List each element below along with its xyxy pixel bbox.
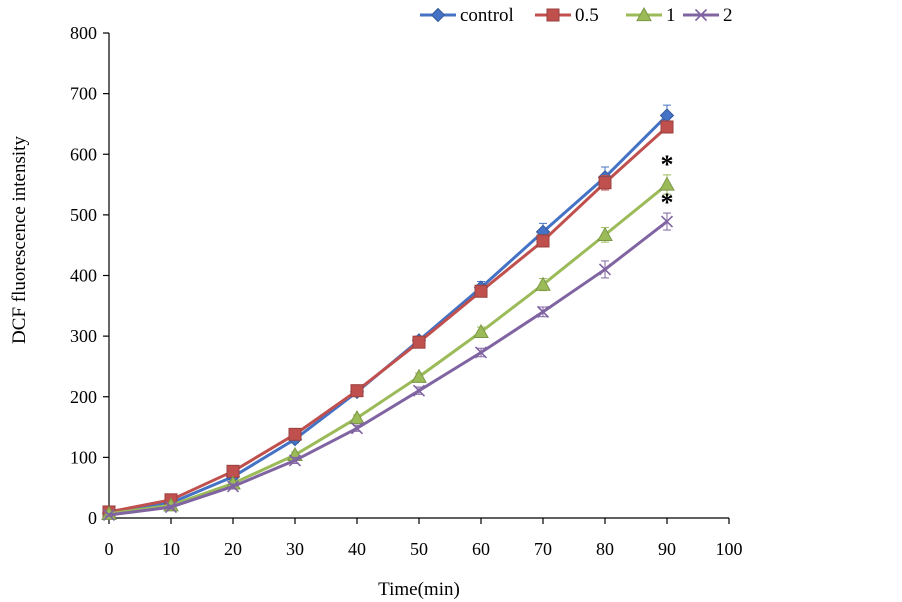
series-line [108, 220, 668, 517]
legend-label: 0.5 [575, 5, 599, 26]
data-point [411, 368, 427, 383]
legend-label: 1 [666, 5, 676, 26]
series-line [108, 125, 669, 514]
data-point [412, 384, 426, 397]
x-tick-label: 70 [534, 539, 552, 559]
x-tick-label: 60 [472, 539, 490, 559]
y-tick-label: 300 [70, 326, 97, 346]
x-tick-label: 10 [162, 539, 180, 559]
y-tick-label: 0 [88, 508, 97, 528]
y-axis-title: DCF fluorescence intensity [9, 136, 30, 344]
legend-item-2: 2 [683, 5, 733, 26]
data-point [288, 427, 302, 441]
data-point [535, 276, 551, 291]
series-line [108, 114, 669, 515]
series-layer [101, 104, 675, 522]
data-point [536, 305, 550, 318]
chart-axes [108, 33, 729, 519]
data-point [350, 422, 364, 435]
series-line [108, 183, 668, 516]
data-point [288, 454, 302, 467]
x-axis-title: Time(min) [378, 579, 460, 600]
y-tick-label: 700 [70, 84, 97, 104]
data-point [660, 215, 674, 228]
legend-marker [694, 8, 708, 22]
data-point [164, 501, 178, 514]
data-point [597, 226, 613, 241]
x-tick-label: 40 [348, 539, 366, 559]
x-tick-group: 0 10 20 30 40 50 60 70 80 90 100 [105, 518, 743, 559]
annotation-layer: ** [661, 150, 674, 217]
data-point [474, 284, 488, 298]
data-point [536, 234, 550, 248]
legend-item-0.5: 0.5 [535, 5, 599, 26]
y-tick-label: 500 [70, 205, 97, 225]
y-tick-label: 200 [70, 387, 97, 407]
legend-item-control: control [420, 5, 514, 26]
legend-marker [636, 6, 652, 22]
legend: control 0.5 1 2 [420, 5, 733, 26]
data-point [474, 346, 488, 359]
significance-marker: * [661, 150, 674, 179]
data-point [659, 176, 675, 191]
data-point [598, 176, 612, 190]
legend-label: control [460, 5, 514, 26]
significance-marker: * [661, 188, 674, 217]
legend-label: 2 [723, 5, 733, 26]
legend-marker [546, 8, 560, 22]
x-tick-label: 30 [286, 539, 304, 559]
data-point [102, 508, 116, 522]
y-tick-label: 100 [70, 447, 97, 467]
data-point [598, 263, 612, 276]
series-1 [101, 174, 675, 520]
x-tick-label: 80 [596, 539, 614, 559]
y-tick-label: 600 [70, 144, 97, 164]
x-tick-label: 50 [410, 539, 428, 559]
series-2 [102, 212, 674, 522]
data-point [226, 480, 240, 493]
x-tick-label: 90 [658, 539, 676, 559]
legend-item-1: 1 [626, 5, 676, 26]
x-tick-label: 20 [224, 539, 242, 559]
data-point [660, 120, 674, 134]
series-0.5 [102, 120, 674, 519]
x-tick-label: 0 [105, 539, 114, 559]
y-tick-group: 0 100 200 300 400 500 600 700 800 [70, 23, 109, 528]
legend-marker [430, 7, 446, 23]
data-point [350, 384, 364, 398]
series-control [101, 104, 675, 521]
y-tick-label: 400 [70, 266, 97, 286]
data-point [412, 335, 426, 349]
data-point [473, 323, 489, 338]
data-point [349, 409, 365, 425]
y-tick-label: 800 [70, 23, 97, 43]
x-tick-label: 100 [716, 539, 743, 559]
